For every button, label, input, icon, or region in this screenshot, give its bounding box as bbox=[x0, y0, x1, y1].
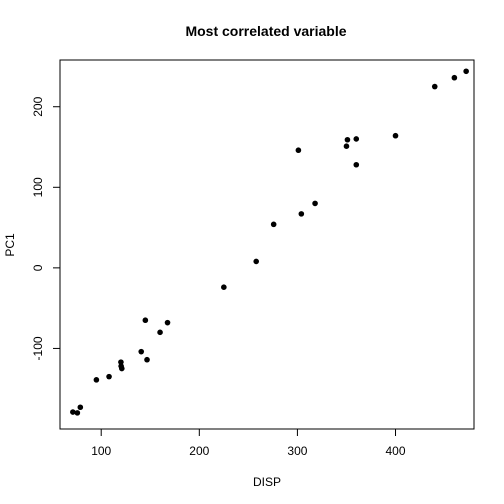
y-tick-label: -100 bbox=[31, 336, 45, 360]
data-point bbox=[70, 409, 76, 415]
data-point bbox=[298, 211, 305, 217]
data-point bbox=[270, 221, 277, 228]
data-point bbox=[119, 365, 125, 372]
x-tick-label: 200 bbox=[189, 444, 209, 458]
x-axis-title: DISP bbox=[253, 475, 281, 489]
chart-title: Most correlated variable bbox=[185, 23, 346, 39]
data-point bbox=[451, 74, 458, 81]
data-point bbox=[253, 258, 260, 265]
data-point bbox=[106, 373, 112, 380]
x-axis: 100 200 300 400 bbox=[91, 428, 406, 458]
data-point bbox=[164, 319, 171, 326]
data-point bbox=[344, 136, 351, 143]
data-point bbox=[77, 404, 84, 411]
data-point bbox=[138, 348, 145, 355]
y-axis: -100 0 100 200 bbox=[31, 96, 61, 360]
data-point bbox=[74, 410, 81, 416]
y-axis-title: PC1 bbox=[3, 233, 17, 257]
data-point bbox=[353, 136, 360, 142]
x-tick-label: 400 bbox=[386, 444, 406, 458]
data-point bbox=[221, 284, 227, 291]
data-point bbox=[144, 356, 150, 363]
data-point bbox=[118, 359, 124, 365]
data-point bbox=[312, 200, 318, 207]
data-point bbox=[343, 143, 350, 150]
x-tick-label: 300 bbox=[287, 444, 307, 458]
y-tick-label: 200 bbox=[31, 96, 45, 116]
data-point bbox=[295, 147, 302, 154]
data-points bbox=[70, 68, 469, 416]
data-point bbox=[142, 317, 149, 324]
data-point bbox=[463, 68, 469, 75]
data-point bbox=[93, 377, 100, 383]
y-tick-label: 100 bbox=[31, 177, 45, 197]
data-point bbox=[392, 132, 399, 139]
data-point bbox=[431, 83, 438, 90]
data-point bbox=[157, 329, 163, 336]
x-tick-label: 100 bbox=[91, 444, 111, 458]
data-point bbox=[353, 161, 360, 168]
y-tick-label: 0 bbox=[31, 264, 45, 271]
plot-frame bbox=[59, 59, 475, 430]
